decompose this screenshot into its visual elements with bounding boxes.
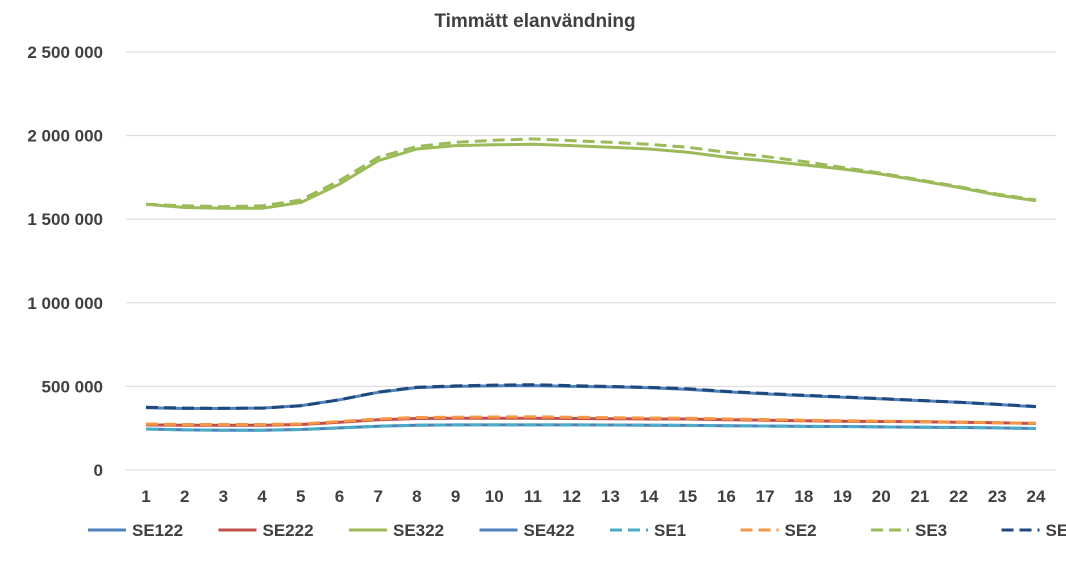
x-tick-label: 14: [640, 487, 659, 506]
x-tick-label: 7: [373, 487, 382, 506]
y-tick-label: 500 000: [42, 377, 103, 396]
grid-layer: [126, 51, 1056, 471]
y-tick-label: 2 500 000: [27, 43, 103, 62]
legend-label-se1: SE1: [654, 521, 686, 540]
series-line-se1: [145, 423, 1037, 432]
series-line-se4: [145, 383, 1037, 410]
x-tick-label: 6: [335, 487, 344, 506]
series-line-se322: [145, 142, 1037, 210]
x-tick-label: 11: [524, 487, 542, 506]
y-tick-label: 1 500 000: [27, 210, 103, 229]
legend-label-se322: SE322: [393, 521, 444, 540]
x-tick-label: 4: [257, 487, 267, 506]
legend-label-se422: SE422: [524, 521, 575, 540]
series-layer: [145, 137, 1037, 432]
x-tick-label: 8: [412, 487, 421, 506]
legend-label-se122: SE122: [132, 521, 183, 540]
x-tick-label: 9: [451, 487, 460, 506]
x-tick-label: 18: [794, 487, 813, 506]
legend-label-se3: SE3: [915, 521, 947, 540]
legend-label-se2: SE2: [785, 521, 817, 540]
x-tick-label: 19: [833, 487, 852, 506]
x-tick-label: 16: [717, 487, 736, 506]
x-tick-label: 1: [141, 487, 150, 506]
x-tick-label: 20: [872, 487, 891, 506]
chart-title: Timmätt elanvändning: [434, 11, 635, 32]
x-tick-label: 10: [485, 487, 504, 506]
x-tick-label: 5: [296, 487, 305, 506]
x-tick-label: 24: [1027, 487, 1046, 506]
y-tick-label: 2 000 000: [27, 127, 103, 146]
x-axis-ticks: 1 2 3 4 5 6 7 8 9 10 11 12 13 14 15 16 17 18 19 20 21 22 23 24: [141, 487, 1046, 506]
series-line-se2: [145, 415, 1037, 426]
series-line-se422: [145, 384, 1037, 410]
x-tick-label: 23: [988, 487, 1007, 506]
x-tick-label: 22: [949, 487, 968, 506]
y-tick-label: 0: [94, 461, 103, 480]
series-line-se3: [145, 137, 1037, 209]
legend-label-se222: SE222: [263, 521, 314, 540]
legend-label-se4: SE4: [1046, 521, 1066, 540]
x-tick-label: 15: [678, 487, 697, 506]
x-tick-label: 21: [910, 487, 929, 506]
y-tick-label: 1 000 000: [27, 294, 103, 313]
x-tick-label: 13: [601, 487, 620, 506]
x-tick-label: 3: [219, 487, 228, 506]
x-tick-label: 2: [180, 487, 189, 506]
legend: SE122 SE222 SE322 SE422 SE1 SE2 SE3 SE4: [88, 521, 1066, 540]
y-axis-ticks: 0 500 000 1 000 000 1 500 000 2 000 000 2 500…: [27, 43, 103, 480]
x-tick-label: 12: [562, 487, 581, 506]
x-tick-label: 17: [756, 487, 775, 506]
